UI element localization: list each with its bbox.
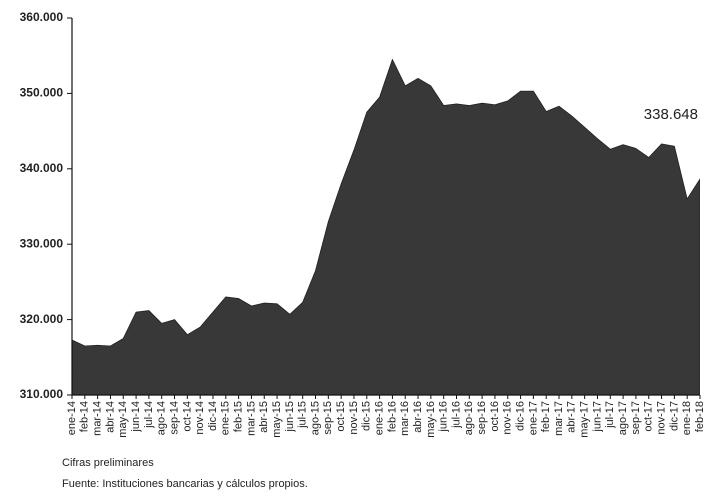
x-tick-label: nov-15 bbox=[348, 401, 360, 435]
x-tick-label: jul-16 bbox=[450, 401, 462, 429]
x-tick-label: dic-14 bbox=[207, 401, 219, 431]
x-tick-label: jun-14 bbox=[130, 401, 142, 433]
x-tick-label: sep-16 bbox=[476, 401, 488, 435]
y-tick-label: 320.000 bbox=[20, 312, 64, 326]
note: Fuente: Instituciones bancarias y cálcul… bbox=[62, 478, 308, 490]
note: Cifras preliminares bbox=[62, 457, 154, 469]
x-tick-label: abr-17 bbox=[566, 401, 578, 433]
x-tick-label: jul-17 bbox=[604, 401, 616, 429]
data-label: 338.648 bbox=[644, 106, 698, 123]
x-tick-label: dic-17 bbox=[668, 401, 680, 431]
area bbox=[71, 58, 701, 396]
x-tick-label: sep-15 bbox=[322, 401, 334, 435]
x-tick-label: jul-15 bbox=[297, 401, 309, 429]
x-tick-label: oct-16 bbox=[489, 401, 501, 432]
x-tick-label: jun-15 bbox=[284, 401, 296, 433]
x-tick-label: feb-17 bbox=[540, 401, 552, 432]
x-tick-label: mar-16 bbox=[399, 401, 411, 436]
x-tick-label: feb-15 bbox=[233, 401, 245, 432]
x-tick-label: oct-17 bbox=[643, 401, 655, 432]
x-tick-label: mar-14 bbox=[92, 401, 104, 436]
x-tick-label: may-16 bbox=[425, 401, 437, 438]
x-tick-label: abr-16 bbox=[412, 401, 424, 433]
y-tick-label: 340.000 bbox=[20, 161, 64, 175]
y-tick-label: 360.000 bbox=[20, 10, 64, 24]
x-tick-label: nov-17 bbox=[655, 401, 667, 435]
x-tick-label: ago-16 bbox=[463, 401, 475, 435]
x-tick-label: ago-17 bbox=[617, 401, 629, 435]
x-tick-label: ago-14 bbox=[156, 401, 168, 435]
x-tick-label: jul-14 bbox=[143, 401, 155, 429]
y-tick-label: 310.000 bbox=[20, 387, 64, 401]
x-tick-label: nov-16 bbox=[502, 401, 514, 435]
x-tick-label: feb-14 bbox=[79, 401, 91, 432]
x-tick-label: mar-15 bbox=[245, 401, 257, 436]
x-tick-label: oct-15 bbox=[335, 401, 347, 432]
x-tick-label: sep-14 bbox=[168, 401, 180, 435]
x-tick-label: ene-16 bbox=[373, 401, 385, 435]
x-tick-label: sep-17 bbox=[630, 401, 642, 435]
x-tick-label: feb-16 bbox=[386, 401, 398, 432]
y-tick-label: 330.000 bbox=[20, 236, 64, 250]
x-tick-label: dic-16 bbox=[514, 401, 526, 431]
x-tick-label: abr-14 bbox=[104, 401, 116, 433]
x-tick-label: oct-14 bbox=[181, 401, 193, 432]
x-tick-label: may-17 bbox=[579, 401, 591, 438]
x-tick-label: nov-14 bbox=[194, 401, 206, 435]
x-tick-label: dic-15 bbox=[361, 401, 373, 431]
x-tick-label: ago-15 bbox=[309, 401, 321, 435]
y-tick-label: 350.000 bbox=[20, 86, 64, 100]
x-tick-label: mar-17 bbox=[553, 401, 565, 436]
x-tick-label: ene-18 bbox=[681, 401, 693, 435]
x-tick-label: ene-14 bbox=[66, 401, 78, 435]
x-tick-label: ene-15 bbox=[220, 401, 232, 435]
x-tick-label: jun-16 bbox=[438, 401, 450, 433]
x-tick-label: feb-18 bbox=[694, 401, 706, 432]
x-tick-label: may-15 bbox=[271, 401, 283, 438]
x-tick-label: abr-15 bbox=[258, 401, 270, 433]
x-tick-label: may-14 bbox=[117, 401, 129, 438]
x-tick-label: ene-17 bbox=[527, 401, 539, 435]
x-tick-label: jun-17 bbox=[591, 401, 603, 433]
